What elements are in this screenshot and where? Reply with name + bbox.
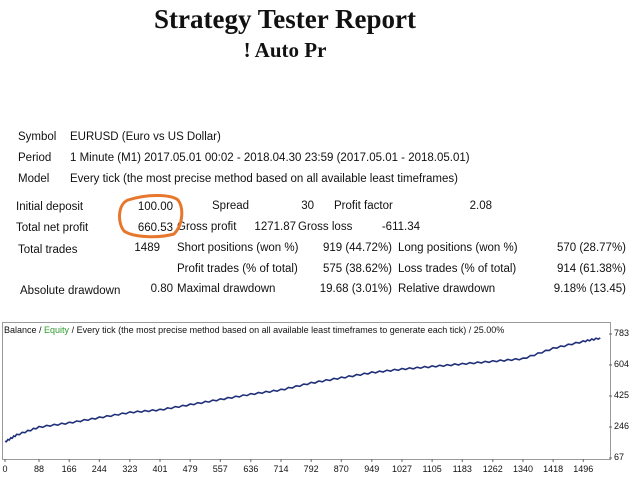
- x-tick-label: 1418: [543, 464, 564, 474]
- relative-drawdown-value: 9.18% (13.45): [553, 283, 626, 295]
- relative-drawdown-label: Relative drawdown: [398, 283, 496, 295]
- period-value: 1 Minute (M1) 2017.05.01 00:02 - 2018.04…: [70, 152, 470, 164]
- profit-trades-label: Profit trades (% of total): [177, 263, 298, 275]
- balance-series-line-0: [4, 337, 601, 443]
- x-tick-label: 88: [33, 464, 44, 474]
- y-tick-label: 246: [614, 421, 630, 431]
- total-net-profit-label: Total net profit: [16, 222, 89, 234]
- x-tick-label: 479: [182, 464, 198, 474]
- y-tick-label: 67: [614, 452, 625, 462]
- model-label: Model: [18, 173, 50, 185]
- x-tick-label: 1262: [482, 464, 503, 474]
- x-tick-label: 557: [212, 464, 228, 474]
- initial-deposit-value: 100.00: [137, 201, 173, 213]
- y-tick-label: 425: [614, 390, 630, 400]
- chart-legend: Balance / Equity / Every tick (the most …: [4, 325, 504, 335]
- x-tick-label: 1183: [452, 464, 472, 474]
- x-tick-label: 401: [152, 464, 168, 474]
- legend-equity: Equity: [44, 325, 70, 335]
- symbol-value: EURUSD (Euro vs US Dollar): [70, 131, 221, 143]
- total-trades-value: 1489: [134, 242, 160, 254]
- balance-chart: [2, 322, 611, 460]
- x-tick-label: 636: [243, 464, 259, 474]
- absolute-drawdown-value: 0.80: [150, 283, 173, 295]
- x-tick-label: 1496: [573, 464, 594, 474]
- profit-factor-label: Profit factor: [334, 200, 393, 212]
- gross-profit-value: 1271.87: [254, 221, 296, 233]
- highlight-annotation: [118, 194, 184, 239]
- long-positions-value: 570 (28.77%): [556, 242, 626, 254]
- gross-loss-value: -611.34: [381, 221, 420, 233]
- report-subtitle: ! Auto Pr: [243, 38, 327, 62]
- x-tick-label: 870: [333, 464, 349, 474]
- short-positions-value: 919 (44.72%): [322, 242, 392, 254]
- x-tick-label: 1105: [422, 464, 442, 474]
- y-tick-label: 604: [614, 359, 630, 369]
- period-label: Period: [18, 152, 52, 164]
- x-tick-label: 1027: [391, 464, 412, 474]
- loss-trades-label: Loss trades (% of total): [398, 263, 517, 275]
- y-tick-label: 783: [614, 328, 630, 338]
- maximal-drawdown-value: 19.68 (3.01%): [319, 283, 392, 295]
- legend-separator: /: [36, 325, 45, 335]
- total-net-profit-value: 660.53: [137, 222, 173, 234]
- x-tick-label: 1340: [512, 464, 533, 474]
- x-tick-label: 166: [61, 464, 77, 474]
- legend-description: / Every tick (the most precise method ba…: [69, 325, 505, 335]
- gross-profit-label: Gross profit: [177, 221, 237, 233]
- report-title: Strategy Tester Report: [154, 4, 416, 34]
- highlight-circle: [118, 194, 184, 239]
- short-positions-label: Short positions (won %): [177, 242, 299, 254]
- gross-loss-label: Gross loss: [298, 221, 353, 233]
- x-tick-label: 714: [273, 464, 289, 474]
- initial-deposit-label: Initial deposit: [16, 201, 84, 213]
- spread-value: 30: [301, 200, 314, 212]
- x-tick-label: 0: [2, 464, 8, 474]
- maximal-drawdown-label: Maximal drawdown: [177, 283, 276, 295]
- x-tick-label: 244: [91, 464, 107, 474]
- x-tick-label: 949: [364, 464, 380, 474]
- spread-label: Spread: [212, 200, 250, 212]
- x-tick-label: 792: [303, 464, 319, 474]
- loss-trades-value: 914 (61.38%): [556, 263, 626, 275]
- total-trades-label: Total trades: [18, 244, 78, 256]
- x-tick-label: 323: [122, 464, 138, 474]
- model-value: Every tick (the most precise method base…: [70, 173, 458, 185]
- legend-balance: Balance: [4, 325, 37, 335]
- profit-trades-value: 575 (38.62%): [322, 263, 392, 275]
- absolute-drawdown-label: Absolute drawdown: [20, 285, 121, 297]
- symbol-label: Symbol: [18, 131, 57, 143]
- long-positions-label: Long positions (won %): [398, 242, 518, 254]
- profit-factor-value: 2.08: [469, 200, 492, 212]
